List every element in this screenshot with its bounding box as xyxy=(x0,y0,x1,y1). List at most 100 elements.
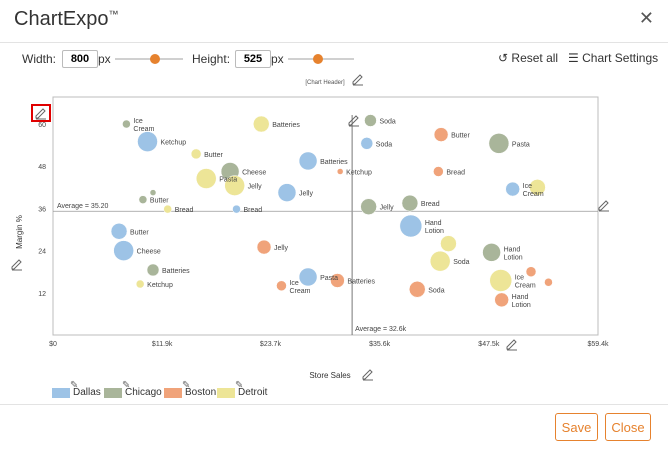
bubble-label: Jelly xyxy=(274,245,289,252)
x-tick-label: $11.9k xyxy=(152,341,173,348)
x-tick-label: $59.4k xyxy=(587,341,609,348)
bubble-label: Ketchup xyxy=(346,170,372,177)
bubble-label: Hand xyxy=(504,246,521,253)
bubble-dallas xyxy=(137,131,158,152)
edit-average-y-icon[interactable] xyxy=(598,200,609,212)
bubble-detroit xyxy=(195,168,217,189)
edit-legend-icon[interactable]: ✎ xyxy=(235,380,244,391)
width-unit: px xyxy=(98,52,111,66)
bubble-detroit xyxy=(489,269,512,292)
height-input[interactable] xyxy=(235,50,271,68)
legend-swatch xyxy=(104,388,122,398)
bubble-chicago xyxy=(364,114,377,127)
close-button[interactable]: Close xyxy=(605,413,651,441)
height-slider-thumb[interactable] xyxy=(313,54,323,64)
bubble-label: Pasta xyxy=(320,275,338,282)
bubble-label: Batteries xyxy=(162,268,190,275)
edit-chart-header-icon[interactable] xyxy=(352,74,363,86)
bubble-detroit xyxy=(163,204,172,214)
edit-legend-icon[interactable]: ✎ xyxy=(182,380,191,391)
bubble-label: Soda xyxy=(379,119,395,126)
bubble-label: Cream xyxy=(523,191,544,198)
bubble-label: Ketchup xyxy=(161,140,187,147)
bubble-boston xyxy=(494,292,509,308)
bubble-chicago xyxy=(149,189,157,196)
bubble-chicago xyxy=(138,195,148,204)
x-tick-label: $35.6k xyxy=(369,341,391,348)
x-axis-title: Store Sales xyxy=(309,371,350,380)
edit-average-x-icon[interactable] xyxy=(348,115,359,127)
bubble-dallas xyxy=(298,151,318,171)
settings-sliders-icon: ☰ xyxy=(568,51,579,65)
bubble-label: Bread xyxy=(175,207,194,214)
width-slider-thumb[interactable] xyxy=(150,54,160,64)
legend-label: Detroit xyxy=(238,387,268,398)
legend-label: Dallas xyxy=(73,387,101,398)
width-slider-track[interactable] xyxy=(115,58,183,60)
bubble-boston xyxy=(544,278,553,287)
width-input[interactable] xyxy=(62,50,98,68)
legend-label: Chicago xyxy=(125,387,162,398)
y-tick-label: 36 xyxy=(38,206,46,213)
bubble-label: Cream xyxy=(133,126,154,133)
bubble-dallas xyxy=(298,267,318,287)
bubble-detroit xyxy=(429,250,451,272)
legend-label: Boston xyxy=(185,387,217,398)
edit-x-axis-icon[interactable] xyxy=(506,339,517,351)
height-label: Height: xyxy=(192,52,231,66)
toolbar: Width: px Height: px ↺ Reset all ☰ Chart… xyxy=(0,48,668,70)
bubble-label: Ketchup xyxy=(147,282,173,289)
bubble-label: Hand xyxy=(512,294,529,301)
bubble-chicago xyxy=(146,263,160,277)
bubble-label: Ice xyxy=(133,118,142,125)
bubble-label: Bread xyxy=(421,201,440,208)
edit-x-axis-title-icon[interactable] xyxy=(362,369,373,381)
height-unit: px xyxy=(271,52,284,66)
bubble-boston xyxy=(433,166,444,177)
bubble-detroit xyxy=(253,115,270,133)
chart-header-placeholder: [Chart Header] xyxy=(305,80,345,86)
footer-divider xyxy=(0,404,668,405)
reset-all-button[interactable]: ↺ Reset all xyxy=(498,51,558,65)
bubble-label: Lotion xyxy=(512,302,531,309)
close-icon[interactable]: ✕ xyxy=(638,8,654,28)
bubble-label: Ice xyxy=(515,275,524,282)
trademark-symbol: ™ xyxy=(108,9,119,21)
reset-all-label: Reset all xyxy=(511,51,559,65)
bubble-label: Pasta xyxy=(512,141,530,148)
x-tick-label: $47.5k xyxy=(478,341,500,348)
edit-legend-icon[interactable]: ✎ xyxy=(70,380,79,391)
bubble-boston xyxy=(276,280,287,292)
bubble-dallas xyxy=(110,223,128,240)
bubble-label: Jelly xyxy=(299,191,314,198)
bubble-label: Butter xyxy=(130,229,149,236)
legend-swatch xyxy=(164,388,182,398)
edit-legend-icon[interactable]: ✎ xyxy=(122,380,131,391)
x-tick-label: $0 xyxy=(49,341,57,348)
legend-swatch xyxy=(217,388,235,398)
bubble-boston xyxy=(525,266,537,277)
y-tick-label: 60 xyxy=(38,122,46,129)
bubble-chicago xyxy=(401,194,419,212)
selected-element-highlight xyxy=(31,104,51,122)
bubble-boston xyxy=(330,273,345,288)
bubble-label: Cream xyxy=(289,288,310,295)
plot-area-frame xyxy=(52,96,599,336)
bubble-boston xyxy=(256,239,272,255)
bubble-label: Batteries xyxy=(347,279,375,286)
bubble-label: Ice xyxy=(523,183,532,190)
bubble-chicago xyxy=(482,243,501,262)
edit-y-axis-title-icon[interactable] xyxy=(11,259,22,271)
edit-y-axis-icon[interactable] xyxy=(35,108,46,120)
save-button[interactable]: Save xyxy=(555,413,598,441)
width-label: Width: xyxy=(22,52,57,66)
bubble-dallas xyxy=(505,181,520,197)
bubble-label: Soda xyxy=(376,141,392,148)
chart-settings-button[interactable]: ☰ Chart Settings xyxy=(568,51,658,65)
bubble-boston xyxy=(409,281,426,298)
bubble-label: Ice xyxy=(289,280,298,287)
y-axis-title: Margin % xyxy=(15,215,24,249)
reset-icon: ↺ xyxy=(498,51,509,65)
y-tick-label: 48 xyxy=(38,164,46,171)
